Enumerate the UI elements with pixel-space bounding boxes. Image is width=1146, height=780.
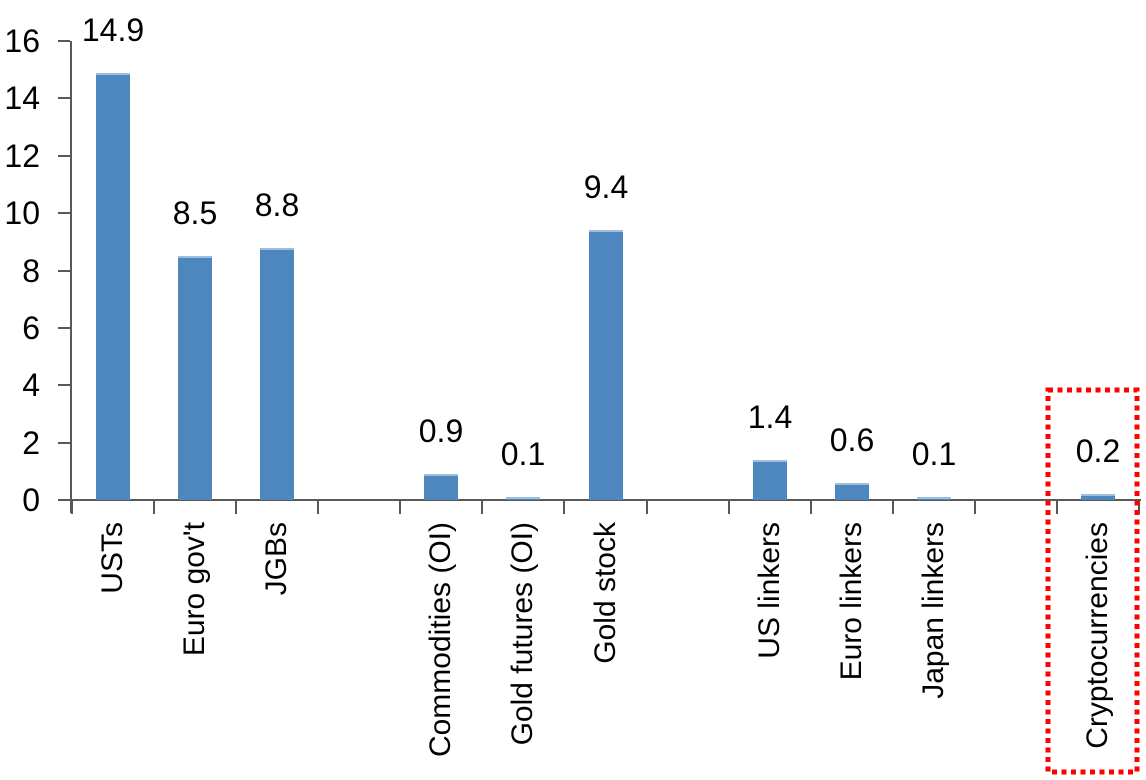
x-axis-tick	[563, 501, 566, 514]
bar-value-label: 0.2	[1075, 433, 1121, 469]
bar-value-label: 1.4	[747, 399, 793, 435]
y-axis-tick	[58, 97, 70, 100]
x-axis-tick	[809, 501, 812, 514]
y-axis-tick	[58, 269, 70, 272]
x-axis-tick	[727, 501, 730, 514]
bar	[96, 73, 130, 500]
x-axis-tick	[1138, 501, 1140, 514]
bar-value-label: 9.4	[583, 169, 629, 205]
y-axis-tick-label: 4	[22, 367, 40, 404]
y-axis-tick	[58, 326, 70, 329]
category-label: Euro gov't	[178, 522, 211, 657]
y-axis-tick-label: 0	[22, 482, 40, 518]
y-axis-tick-label: 14	[4, 80, 40, 117]
y-axis-tick-label: 6	[22, 309, 40, 346]
bar	[589, 230, 623, 500]
bar	[1081, 494, 1115, 500]
x-axis-tick	[235, 501, 238, 514]
y-axis-tick-label: 10	[4, 195, 40, 232]
y-axis-tick-label: 8	[22, 252, 40, 289]
bar	[260, 248, 294, 500]
bar-value-label: 0.6	[829, 422, 875, 458]
x-axis-tick	[891, 501, 894, 514]
category-label: Japan linkers	[917, 522, 950, 699]
y-axis-tick	[58, 212, 70, 215]
bar-value-label: 14.9	[81, 12, 145, 48]
x-axis-tick	[71, 501, 73, 514]
y-axis-tick	[58, 499, 70, 501]
y-axis-tick	[58, 441, 70, 444]
x-axis-tick	[973, 501, 976, 514]
cryptocurrencies-highlight-rect	[1045, 387, 1140, 775]
bar	[178, 256, 212, 500]
y-axis-tick-label: 2	[22, 424, 40, 461]
bar-value-label: 0.1	[911, 436, 957, 472]
bar-value-label: 8.8	[254, 187, 300, 223]
x-axis-line	[70, 499, 1141, 501]
bar	[424, 474, 458, 500]
y-axis-tick-label: 16	[4, 23, 40, 59]
category-label: USTs	[96, 522, 129, 594]
highlight-box	[1045, 387, 1140, 775]
category-label: US linkers	[753, 522, 786, 659]
x-axis-tick	[645, 501, 648, 514]
y-axis-tick	[58, 384, 70, 387]
x-axis-tick	[481, 501, 484, 514]
y-axis-tick-label: 12	[4, 137, 40, 174]
category-label: Gold stock	[589, 522, 622, 664]
x-axis-tick	[399, 501, 402, 514]
bar	[917, 497, 951, 500]
y-axis-tick	[58, 154, 70, 157]
x-axis-tick	[1055, 501, 1058, 514]
category-label: Gold futures (OI)	[506, 522, 539, 746]
category-label: Commodities (OI)	[424, 522, 457, 758]
y-axis-line	[70, 41, 72, 513]
bar-value-label: 8.5	[172, 195, 218, 231]
category-label: JGBs	[260, 522, 293, 596]
bar	[835, 483, 869, 500]
x-axis-tick	[153, 501, 156, 514]
bar	[506, 497, 540, 500]
bar-value-label: 0.9	[418, 413, 464, 449]
bar	[753, 460, 787, 500]
bar-value-label: 0.1	[500, 436, 546, 472]
y-axis-tick	[58, 40, 70, 42]
category-label: Euro linkers	[835, 522, 868, 681]
x-axis-tick	[317, 501, 320, 514]
